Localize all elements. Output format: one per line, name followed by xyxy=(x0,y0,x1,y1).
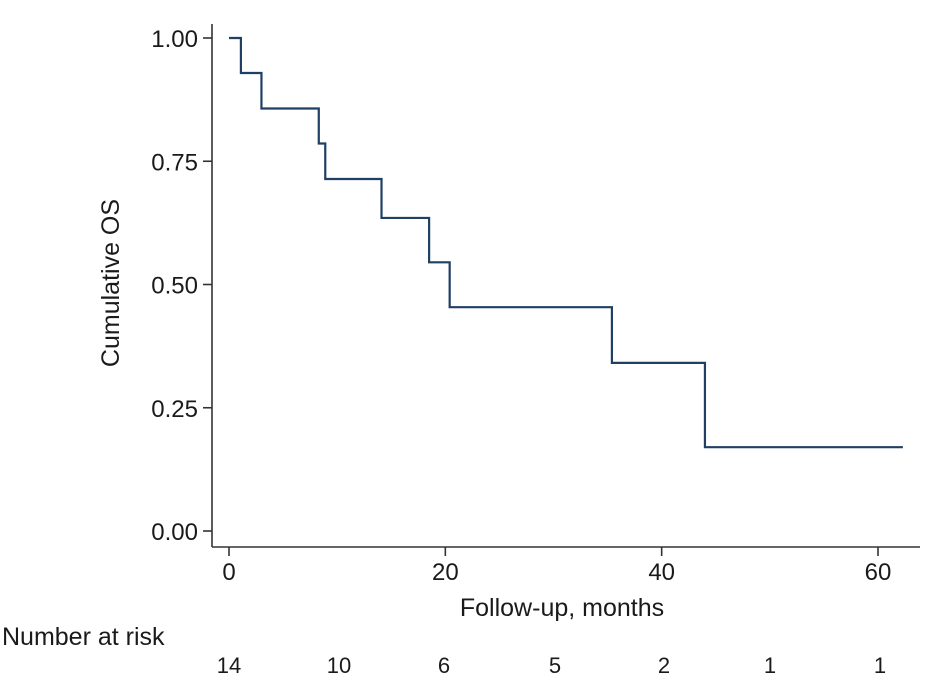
y-tick-label: 0.00 xyxy=(151,519,198,546)
y-axis-title: Cumulative OS xyxy=(97,199,125,367)
y-axis-ticks: 0.00 0.25 0.50 0.75 1.00 xyxy=(151,26,212,546)
y-tick-label: 1.00 xyxy=(151,26,198,53)
risk-count: 14 xyxy=(217,653,241,678)
risk-count: 1 xyxy=(764,653,776,678)
risk-count: 10 xyxy=(327,653,351,678)
x-tick-label: 60 xyxy=(865,559,892,586)
survival-curve-line xyxy=(229,36,903,449)
axes: 0.00 0.25 0.50 0.75 1.00 0 20 40 60 xyxy=(151,24,920,586)
risk-count: 6 xyxy=(438,653,450,678)
x-tick-label: 20 xyxy=(432,559,459,586)
risk-table-row: 14 10 6 5 2 1 1 xyxy=(217,653,886,678)
y-tick-label: 0.25 xyxy=(151,396,198,423)
x-tick-label: 0 xyxy=(222,559,235,586)
risk-count: 1 xyxy=(874,653,886,678)
x-axis-title: Follow-up, months xyxy=(460,594,664,622)
x-axis-ticks: 0 20 40 60 xyxy=(222,547,891,586)
risk-table-heading: Number at risk xyxy=(2,623,165,651)
x-tick-label: 40 xyxy=(648,559,675,586)
y-tick-label: 0.50 xyxy=(151,273,198,300)
risk-count: 5 xyxy=(549,653,561,678)
y-tick-label: 0.75 xyxy=(151,149,198,176)
risk-count: 2 xyxy=(658,653,670,678)
